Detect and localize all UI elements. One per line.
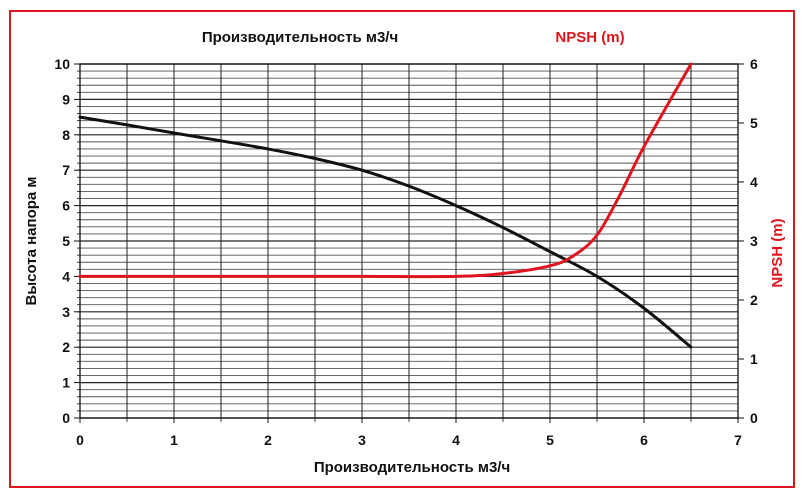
y-tick-label: 7 bbox=[62, 162, 70, 178]
y2-tick-label: 4 bbox=[750, 174, 758, 190]
y-tick-label: 1 bbox=[62, 375, 70, 391]
y2-tick-label: 5 bbox=[750, 115, 758, 131]
chart-frame bbox=[9, 10, 795, 488]
y-tick-label: 10 bbox=[54, 56, 70, 72]
y-axis-label: Высота напора м bbox=[23, 176, 40, 305]
y2-tick-label: 0 bbox=[750, 410, 758, 426]
y-tick-label: 9 bbox=[62, 91, 70, 107]
x-tick-label: 1 bbox=[170, 432, 178, 448]
x-tick-label: 2 bbox=[264, 432, 272, 448]
axes: 0 1 2 3 4 5 6 7 8 9 10 0 1 2 3 4 5 6 0 1 2 3 4 5 6 7 bbox=[54, 56, 758, 448]
npsh-curve bbox=[78, 62, 693, 279]
y2-axis-label: NPSH (m) bbox=[769, 218, 786, 287]
y2-tick-label: 3 bbox=[750, 233, 758, 249]
grid bbox=[79, 63, 739, 419]
y2-tick-label: 1 bbox=[750, 351, 758, 367]
x-tick-label: 0 bbox=[76, 432, 84, 448]
head-curve bbox=[78, 115, 693, 349]
y-tick-label: 0 bbox=[62, 410, 70, 426]
y2-tick-label: 6 bbox=[750, 56, 758, 72]
x-tick-label: 5 bbox=[546, 432, 554, 448]
labels: Производительность м3/ч NPSH (m) Произво… bbox=[23, 29, 786, 476]
y2-tick-label: 2 bbox=[750, 292, 758, 308]
y-tick-label: 2 bbox=[62, 339, 70, 355]
x-axis-label: Производительность м3/ч bbox=[314, 459, 510, 476]
x-tick-label: 3 bbox=[358, 432, 366, 448]
y-tick-label: 5 bbox=[62, 233, 70, 249]
y-tick-label: 6 bbox=[62, 198, 70, 214]
y-tick-label: 3 bbox=[62, 304, 70, 320]
y-tick-label: 8 bbox=[62, 127, 70, 143]
series bbox=[78, 62, 693, 349]
x-tick-label: 6 bbox=[640, 432, 648, 448]
title-right: NPSH (m) bbox=[555, 29, 624, 46]
x-tick-label: 7 bbox=[734, 432, 742, 448]
title-left: Производительность м3/ч bbox=[202, 29, 398, 46]
x-tick-label: 4 bbox=[452, 432, 460, 448]
y-tick-label: 4 bbox=[62, 268, 70, 284]
